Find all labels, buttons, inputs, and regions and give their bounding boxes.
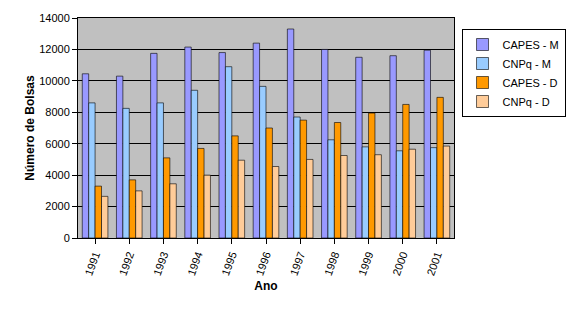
svg-text:2001: 2001 [424, 250, 444, 277]
svg-text:10000: 10000 [39, 75, 70, 87]
svg-text:1991: 1991 [82, 250, 102, 277]
svg-text:12000: 12000 [39, 43, 70, 55]
svg-text:0: 0 [64, 232, 70, 244]
svg-text:Ano: Ano [254, 279, 277, 293]
svg-text:CNPq - M: CNPq - M [503, 58, 551, 70]
svg-text:1994: 1994 [185, 250, 205, 277]
svg-text:2000: 2000 [45, 200, 69, 212]
svg-text:CAPES - M: CAPES - M [503, 39, 559, 51]
svg-text:CNPq - D: CNPq - D [503, 96, 550, 108]
svg-text:1997: 1997 [288, 250, 308, 277]
svg-text:Número de Bolsas: Número de Bolsas [23, 75, 37, 181]
svg-text:1993: 1993 [151, 250, 171, 277]
svg-text:2000: 2000 [390, 250, 410, 277]
svg-text:8000: 8000 [45, 106, 69, 118]
svg-text:6000: 6000 [45, 138, 69, 150]
svg-text:1996: 1996 [253, 250, 273, 277]
svg-text:14000: 14000 [39, 12, 70, 24]
svg-text:1995: 1995 [219, 250, 239, 277]
svg-text:1992: 1992 [117, 250, 137, 277]
svg-text:1998: 1998 [322, 250, 342, 277]
svg-text:CAPES - D: CAPES - D [503, 77, 558, 89]
svg-text:4000: 4000 [45, 169, 69, 181]
svg-text:1999: 1999 [356, 250, 376, 277]
